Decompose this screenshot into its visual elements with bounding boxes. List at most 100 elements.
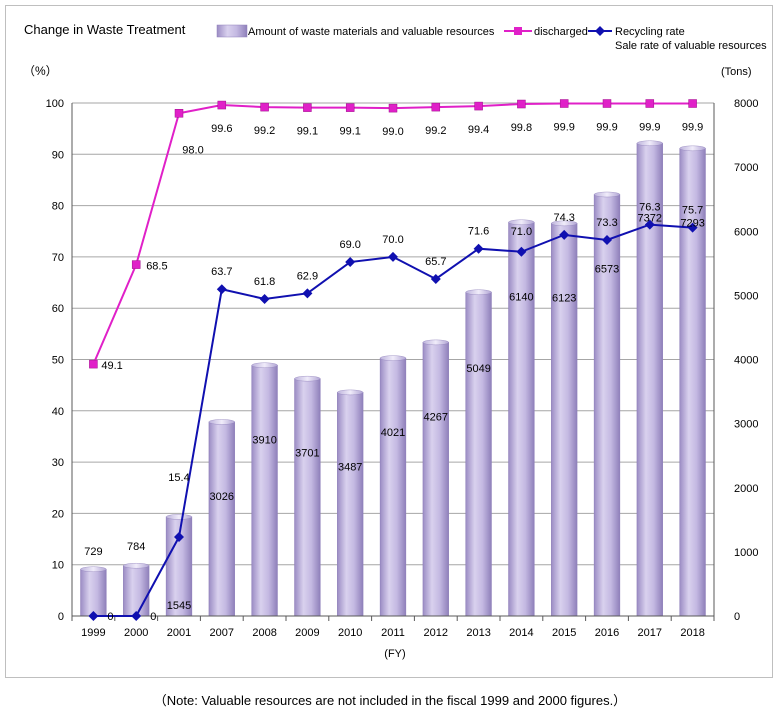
bar-value-label: 3701	[295, 448, 319, 460]
x-tick-label: 2000	[124, 627, 148, 639]
recycling-rate-value-label: 62.9	[297, 270, 318, 282]
legend-recycling-label: Recycling rate	[615, 26, 685, 38]
bar	[123, 565, 150, 617]
waste-treatment-chart: Change in Waste Treatment Amount of wast…	[23, 22, 767, 660]
recycling-rate-point	[602, 234, 612, 245]
y-left-tick-label: 50	[52, 355, 64, 367]
discharged-point	[517, 99, 526, 109]
bar-value-label: 3026	[210, 491, 234, 503]
discharged-value-label: 68.5	[146, 261, 167, 273]
recycling-rate-point	[430, 273, 441, 284]
y-left-tick-label: 0	[58, 611, 64, 623]
x-tick-label: 2001	[167, 627, 191, 639]
y-left-unit: （%）	[23, 64, 58, 78]
recycling-rate-value-label: 75.7	[682, 205, 703, 217]
bar	[593, 194, 621, 617]
discharged-value-label: 99.8	[511, 122, 532, 134]
bar-value-label: 4021	[381, 427, 405, 439]
chart-title: Change in Waste Treatment	[24, 22, 186, 37]
lines	[88, 99, 698, 621]
discharged-value-label: 99.2	[425, 125, 446, 137]
recycling-rate-value-label: 61.8	[254, 276, 275, 288]
bar-value-label: 784	[127, 541, 145, 553]
recycling-rate-value-label: 70.0	[382, 234, 403, 246]
bar-value-label: 5049	[466, 363, 490, 375]
discharged-value-label: 99.1	[297, 126, 318, 138]
y-left-tick-label: 90	[52, 149, 64, 161]
bar	[379, 357, 407, 617]
axes: 0102030405060708090100010002000300040005…	[46, 98, 759, 639]
recycling-rate-point	[259, 293, 270, 304]
bar-value-label: 1545	[167, 600, 191, 612]
y-left-tick-label: 70	[52, 252, 64, 264]
bar	[208, 421, 235, 617]
discharged-point	[559, 99, 569, 108]
discharged-value-label: 99.1	[339, 126, 360, 138]
bar	[508, 221, 535, 617]
discharged-value-label: 99.9	[639, 122, 660, 134]
discharged-point	[645, 99, 655, 108]
legend-bar-swatch	[216, 24, 248, 38]
x-tick-label: 2007	[210, 627, 234, 639]
bar-cap	[337, 389, 364, 396]
y-left-tick-label: 30	[52, 457, 64, 469]
bar-cap	[208, 419, 235, 425]
bar	[80, 568, 107, 617]
y-right-tick-label: 7000	[734, 162, 758, 174]
x-tick-label: 2008	[252, 627, 276, 639]
discharged-point	[345, 103, 355, 112]
recycling-rate-point	[302, 288, 313, 299]
legend-recycling-marker	[595, 26, 605, 36]
y-right-unit: (Tons)	[721, 66, 752, 78]
bar-value-label: 4267	[424, 411, 448, 423]
recycling-rate-point	[174, 531, 184, 542]
discharged-point	[688, 99, 697, 108]
x-tick-label: 2015	[552, 627, 576, 639]
x-axis-label: (FY)	[384, 648, 405, 660]
discharged-value-label: 99.4	[468, 124, 489, 136]
discharged-point	[89, 359, 98, 369]
x-tick-label: 2014	[509, 627, 533, 639]
bar-cap	[165, 514, 193, 520]
bar-value-label: 3487	[338, 461, 362, 473]
recycling-rate-value-label: 63.7	[211, 266, 232, 278]
discharged-value-label: 99.9	[596, 122, 617, 134]
bar	[251, 364, 278, 617]
bar-cap	[123, 563, 150, 569]
footnote: （Note: Valuable resources are not includ…	[153, 693, 627, 708]
recycling-rate-value-label: 74.3	[553, 212, 574, 224]
legend-recycling-sublabel: Sale rate of valuable resources	[615, 40, 767, 52]
bar-cap	[551, 220, 578, 227]
recycling-rate-value-label: 69.0	[339, 239, 360, 251]
recycling-rate-point	[687, 222, 698, 233]
recycling-rate-point	[88, 611, 99, 621]
discharged-point	[388, 103, 398, 113]
bar	[465, 291, 492, 617]
x-tick-label: 2012	[424, 627, 448, 639]
discharged-point	[431, 102, 441, 112]
y-left-tick-label: 10	[52, 560, 64, 572]
bar-cap	[80, 566, 107, 572]
recycling-rate-point	[559, 229, 570, 240]
bar-value-label: 3910	[252, 434, 276, 446]
bar-value-label: 729	[84, 546, 102, 558]
discharged-point	[174, 109, 184, 118]
discharged-value-label: 99.9	[682, 122, 703, 134]
discharged-value-label: 99.0	[382, 126, 403, 138]
recycling-rate-value-label: 15.4	[168, 472, 189, 484]
discharged-point	[217, 100, 227, 110]
bar-value-label: 6123	[552, 292, 576, 304]
y-left-tick-label: 100	[46, 98, 64, 110]
bar-cap	[636, 140, 663, 146]
x-tick-label: 2017	[638, 627, 662, 639]
bar-cap	[465, 289, 492, 295]
discharged-value-label: 98.0	[182, 144, 203, 156]
legend-discharged-label: discharged	[534, 26, 588, 38]
bar	[337, 392, 364, 617]
discharged-point	[602, 99, 612, 108]
y-right-tick-label: 8000	[734, 98, 758, 110]
bar-cap	[294, 375, 321, 382]
x-tick-label: 2009	[295, 627, 319, 639]
y-left-tick-label: 20	[52, 508, 64, 520]
bar-value-label: 6140	[509, 291, 533, 303]
